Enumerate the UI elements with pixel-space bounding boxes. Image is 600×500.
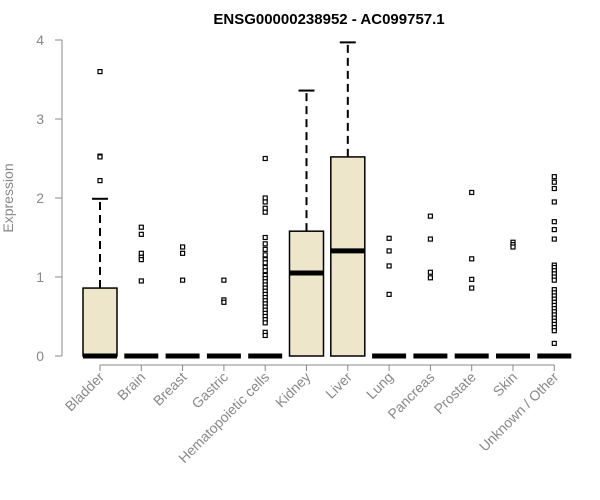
outlier-point [427, 269, 433, 275]
outlier-point [469, 276, 475, 282]
x-tick-label: Skin [490, 369, 521, 400]
outlier-point [262, 209, 268, 215]
outlier-point [138, 231, 144, 237]
x-tick-label: Brain [114, 369, 148, 403]
box-gastric [206, 277, 241, 359]
outlier-point [551, 328, 557, 334]
y-axis-label: Expression [0, 163, 16, 232]
box-body [330, 156, 366, 357]
outlier-point [386, 248, 392, 254]
outlier-point [180, 250, 186, 256]
outlier-point [386, 235, 392, 241]
outlier-point [97, 178, 103, 184]
outlier-point [551, 219, 557, 225]
box-brain [124, 224, 159, 359]
outlier-point [262, 268, 268, 274]
box-body [82, 287, 118, 357]
box-hematopoietic-cells [248, 155, 283, 359]
outlier-point [262, 252, 268, 258]
outlier-point [138, 278, 144, 284]
box-series [82, 41, 572, 359]
x-tick-label: Liver [322, 369, 355, 402]
outlier-point [386, 263, 392, 269]
y-tick-label: 1 [36, 269, 44, 285]
box-lung [372, 235, 407, 359]
outlier-point [262, 155, 268, 162]
outlier-point [469, 256, 475, 262]
box-pancreas [413, 213, 448, 359]
outlier-point [262, 241, 268, 247]
outlier-point [551, 185, 557, 192]
box-unknown-other [537, 174, 572, 359]
outlier-point [427, 275, 433, 281]
x-tick-label: Bladder [62, 369, 108, 415]
box-prostate [454, 189, 489, 359]
outlier-point [262, 260, 268, 266]
outlier-point [138, 257, 144, 263]
outlier-point [97, 154, 103, 160]
outlier-point [221, 299, 227, 305]
outlier-point [262, 332, 268, 339]
chart-title: ENSG00000238952 - AC099757.1 [213, 11, 444, 28]
outlier-point [262, 246, 268, 252]
outlier-point [386, 291, 392, 297]
outlier-point [469, 285, 475, 291]
box-body [288, 230, 325, 357]
outlier-point [180, 277, 186, 283]
outlier-point [427, 213, 433, 219]
outlier-point [469, 189, 475, 196]
outlier-point [551, 179, 557, 185]
box-kidney [288, 89, 325, 357]
outlier-point [262, 234, 268, 241]
outlier-point [262, 199, 268, 205]
x-tick-label: Breast [150, 369, 190, 409]
outlier-point [138, 224, 144, 230]
outlier-point [510, 244, 516, 250]
outlier-point [551, 227, 557, 233]
outlier-point [551, 199, 557, 205]
outlier-point [551, 174, 557, 180]
outlier-point [180, 244, 186, 250]
box-bladder [82, 68, 118, 359]
box-skin [496, 239, 530, 359]
box-liver [330, 41, 366, 357]
x-tick-label: Kidney [272, 369, 314, 411]
box-breast [165, 244, 200, 359]
y-tick-label: 2 [36, 190, 44, 206]
outlier-point [551, 277, 557, 283]
outlier-point [262, 320, 268, 326]
y-tick-label: 3 [36, 111, 44, 127]
x-tick-label: Lung [363, 369, 396, 402]
y-tick-label: 4 [36, 32, 44, 48]
outlier-point [551, 236, 557, 242]
outlier-point [551, 340, 557, 346]
x-tick-label: Prostate [431, 369, 479, 417]
y-tick-label: 0 [36, 348, 44, 364]
outlier-point [427, 236, 433, 242]
outlier-point [221, 277, 227, 283]
outlier-point [97, 68, 103, 75]
y-axis: 0 1 2 3 4 [36, 32, 63, 364]
